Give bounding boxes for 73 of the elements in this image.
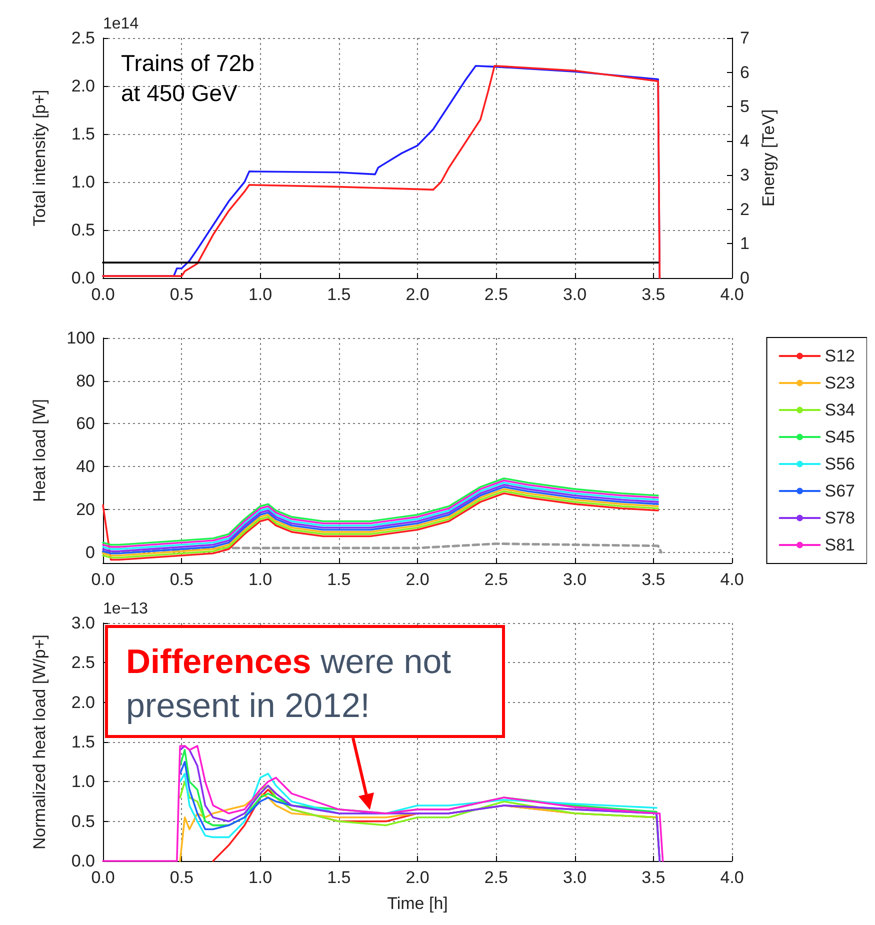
x-tick-label: 2.0 xyxy=(406,868,430,887)
y-tick-label: 1.5 xyxy=(71,732,95,752)
y-tick-label: 2.5 xyxy=(71,653,95,672)
y-tick-label: 40 xyxy=(76,457,95,476)
x-tick-label: 4.0 xyxy=(720,868,744,887)
y-tick-label: 0.5 xyxy=(71,220,95,240)
legend-label: S81 xyxy=(824,536,855,554)
x-tick-label: 1.5 xyxy=(327,285,351,304)
y-tick-label: 1.0 xyxy=(71,172,95,192)
x-tick-label: 4.0 xyxy=(720,570,744,589)
x-tick-label: 1.0 xyxy=(248,570,272,589)
legend-label: S56 xyxy=(824,454,855,474)
y-tick-label: 0.5 xyxy=(71,812,95,831)
y-axis-title: Total intensity [p+] xyxy=(30,90,49,226)
y2-tick-label: 0 xyxy=(740,268,750,288)
legend-label: S34 xyxy=(824,400,855,420)
x-tick-label: 2.5 xyxy=(484,570,508,589)
x-tick-label: 1.0 xyxy=(248,868,272,887)
x-tick-label: 0.0 xyxy=(91,285,115,304)
y2-tick-label: 7 xyxy=(740,28,750,48)
y-tick-label: 2.0 xyxy=(71,76,95,96)
x-tick-label: 1.0 xyxy=(248,285,272,304)
legend-label: S12 xyxy=(824,346,855,366)
y-tick-label: 20 xyxy=(76,500,95,519)
line-series xyxy=(102,542,662,554)
x-tick-label: 1.5 xyxy=(327,570,351,589)
y-tick-label: 80 xyxy=(76,371,95,390)
x-tick-label: 3.5 xyxy=(642,868,666,887)
x-tick-label: 2.5 xyxy=(484,868,508,887)
y2-tick-label: 6 xyxy=(740,62,750,82)
y2-tick-label: 5 xyxy=(740,97,750,116)
y-axis-title: Normalized heat load [W/p+] xyxy=(30,634,49,850)
y2-tick-label: 2 xyxy=(740,200,750,219)
y-tick-label: 1.5 xyxy=(71,124,95,144)
y-axis-title: Heat load [W] xyxy=(30,399,49,502)
x-tick-label: 3.0 xyxy=(562,868,587,887)
y2-tick-label: 1 xyxy=(740,234,750,254)
legend-label: S67 xyxy=(824,482,855,500)
y-tick-label: 2.5 xyxy=(71,28,95,48)
legend-label: S45 xyxy=(824,428,855,446)
text: 1e−13 xyxy=(103,600,148,618)
y2-axis-title: Energy [TeV] xyxy=(759,109,778,207)
x-tick-label: 2.5 xyxy=(484,285,508,304)
y-tick-label: 2.0 xyxy=(71,692,95,712)
y-tick-label: 100 xyxy=(66,328,95,348)
line-series xyxy=(179,772,658,838)
x-tick-label: 2.0 xyxy=(406,285,430,304)
x-tick-label: 3.5 xyxy=(642,570,666,589)
x-tick-label: 3.0 xyxy=(562,285,587,304)
y2-tick-label: 3 xyxy=(740,166,750,185)
x-tick-label: 0.5 xyxy=(170,868,194,887)
x-tick-label: 4.0 xyxy=(720,285,744,304)
legend-label: S78 xyxy=(824,508,855,528)
x-tick-label: 3.5 xyxy=(642,285,666,304)
y-tick-label: 1.0 xyxy=(71,772,95,792)
annotation: Trains of 72b at 450 GeV xyxy=(121,50,254,106)
x-tick-label: 0.5 xyxy=(170,570,194,589)
legend-label: S23 xyxy=(824,374,855,392)
y-tick-label: 3.0 xyxy=(71,614,95,632)
x-axis-title: Time [h] xyxy=(387,894,448,913)
text: 1e14 xyxy=(103,16,139,32)
annotation: Differences were not present in 2012! xyxy=(105,625,505,738)
x-tick-label: 2.0 xyxy=(406,570,430,589)
y2-tick-label: 4 xyxy=(740,131,750,150)
x-tick-label: 3.0 xyxy=(562,570,587,589)
x-tick-label: 0.0 xyxy=(91,868,115,887)
y-tick-label: 0 xyxy=(86,542,95,562)
x-tick-label: 1.5 xyxy=(327,868,351,887)
x-tick-label: 0.0 xyxy=(91,570,115,589)
y-tick-label: 0.0 xyxy=(71,268,95,288)
x-tick-label: 0.5 xyxy=(170,285,194,304)
y-tick-label: 0.0 xyxy=(71,852,95,870)
y-tick-label: 60 xyxy=(76,414,95,434)
